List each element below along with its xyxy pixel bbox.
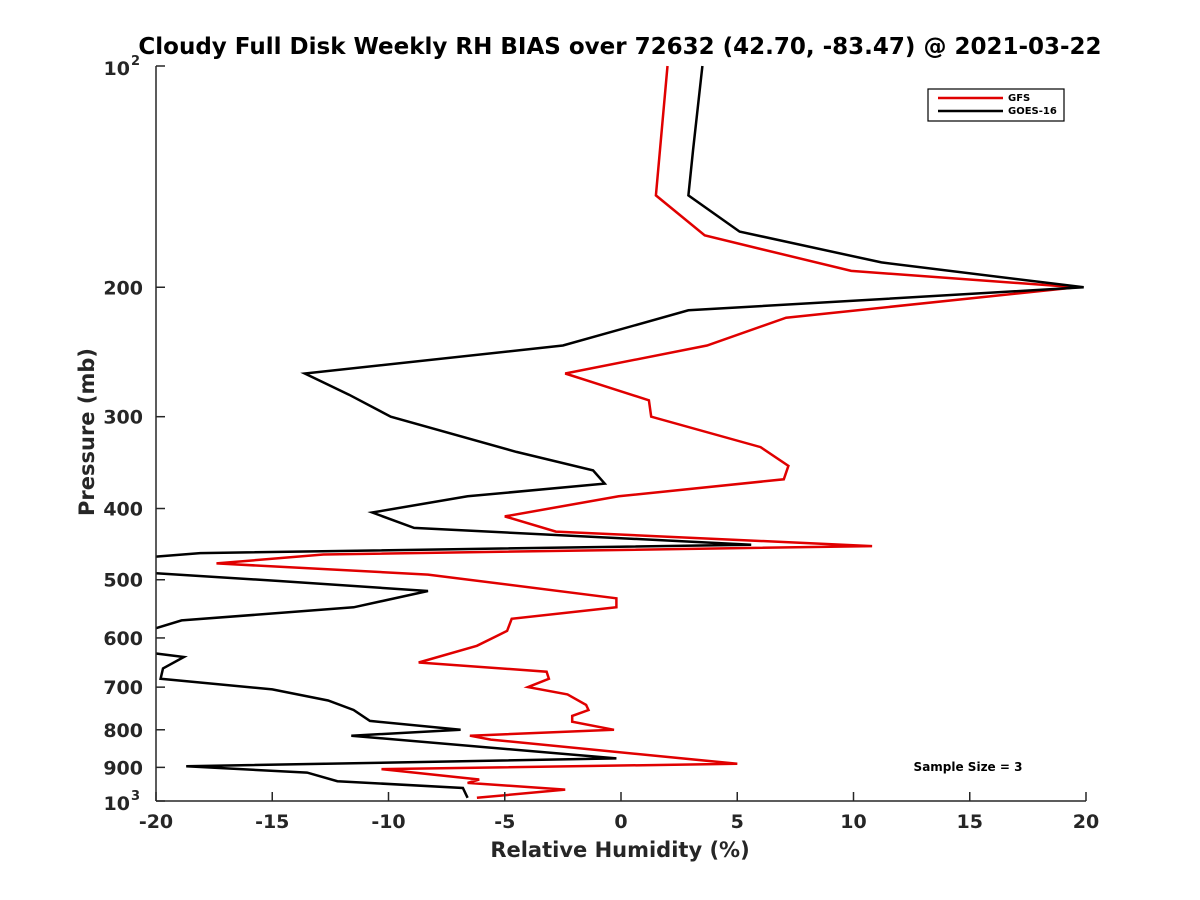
y-tick-exponent: 2 [131,54,140,69]
x-tick-label: -20 [139,811,173,833]
y-tick-label: 600 [103,628,143,650]
y-tick-label: 700 [103,677,143,699]
series-line-gfs [216,65,1077,800]
series-layer [155,65,1084,800]
x-tick-label: -10 [371,811,405,833]
x-tick-label: 15 [957,811,983,833]
y-axis-label: Pressure (mb) [75,348,99,516]
y-tick-label: 800 [103,720,143,742]
y-tick-label: 400 [103,499,143,521]
y-tick-label: 10 [104,58,130,80]
y-tick-exponent: 3 [131,789,140,804]
x-tick-label: 20 [1073,811,1099,833]
x-tick-label: 5 [731,811,744,833]
y-tick-label: 10 [104,793,130,815]
x-axis-label: Relative Humidity (%) [490,838,749,862]
y-tick-label: 900 [103,757,143,779]
series-line-goes16-part-2 [155,572,429,630]
legend-label-goes16: GOES-16 [1008,106,1057,117]
legend-label-gfs: GFS [1008,93,1030,104]
legend: GFS GOES-16 [927,88,1065,122]
sample-size-annotation: Sample Size = 3 [914,760,1023,774]
x-tick-label: -5 [494,811,515,833]
y-tick-label: 500 [103,570,143,592]
chart-title: Cloudy Full Disk Weekly RH BIAS over 726… [138,34,1101,60]
y-tick-label: 200 [103,277,143,299]
legend-box [927,88,1065,122]
x-tick-label: 10 [840,811,866,833]
y-tick-label: 300 [103,407,143,429]
x-tick-label: 0 [614,811,627,833]
series-line-goes16 [155,65,1084,558]
x-tick-label: -15 [255,811,289,833]
series-line-goes16-part-3 [155,652,617,799]
